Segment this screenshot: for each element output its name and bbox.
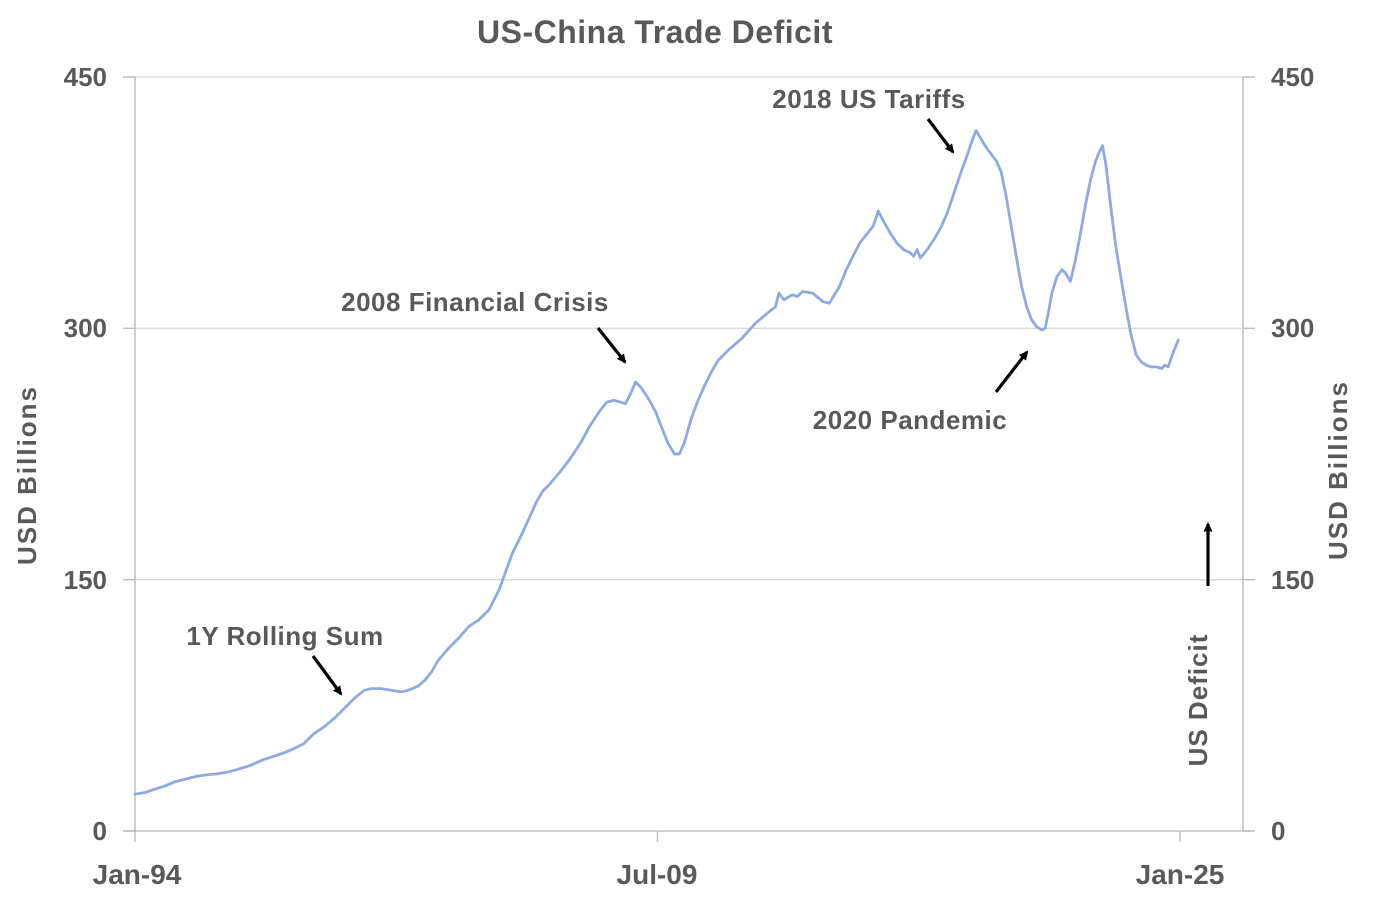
deficit-line-series xyxy=(133,129,1180,796)
annotation-2018-tariffs: 2018 US Tariffs xyxy=(772,84,965,114)
arrow-layer xyxy=(311,118,1213,696)
annotation-2020-pandemic: 2020 Pandemic xyxy=(813,405,1007,435)
series-layer xyxy=(133,129,1180,796)
y-tick-right-0: 0 xyxy=(1271,816,1285,846)
y-tick-left-150: 150 xyxy=(64,565,107,595)
y-tick-left-300: 300 xyxy=(64,313,107,343)
x-tick-jan25: Jan-25 xyxy=(1136,859,1225,890)
annotation-arrow-0 xyxy=(926,118,955,154)
annotation-rolling-sum: 1Y Rolling Sum xyxy=(186,621,383,651)
annotation-arrow-2 xyxy=(994,350,1029,393)
y-tick-right-300: 300 xyxy=(1271,313,1314,343)
y-tick-right-450: 450 xyxy=(1271,62,1314,92)
grid-layer xyxy=(135,76,1243,581)
x-tick-jan94: Jan-94 xyxy=(93,859,182,890)
annotation-arrow-1 xyxy=(596,327,627,364)
x-tick-jul09: Jul-09 xyxy=(617,859,698,890)
y-tick-left-0: 0 xyxy=(93,816,107,846)
axis-layer xyxy=(123,76,1255,842)
annotation-us-deficit: US Deficit xyxy=(1183,634,1213,767)
annotation-2008-crisis: 2008 Financial Crisis xyxy=(341,287,609,317)
y-axis-title-right: USD Billions xyxy=(1323,380,1353,560)
y-tick-left-450: 450 xyxy=(64,62,107,92)
annotation-arrow-3 xyxy=(311,655,343,696)
y-axis-title-left: USD Billions xyxy=(12,385,42,565)
chart-title: US-China Trade Deficit xyxy=(477,14,833,50)
y-tick-right-150: 150 xyxy=(1271,565,1314,595)
